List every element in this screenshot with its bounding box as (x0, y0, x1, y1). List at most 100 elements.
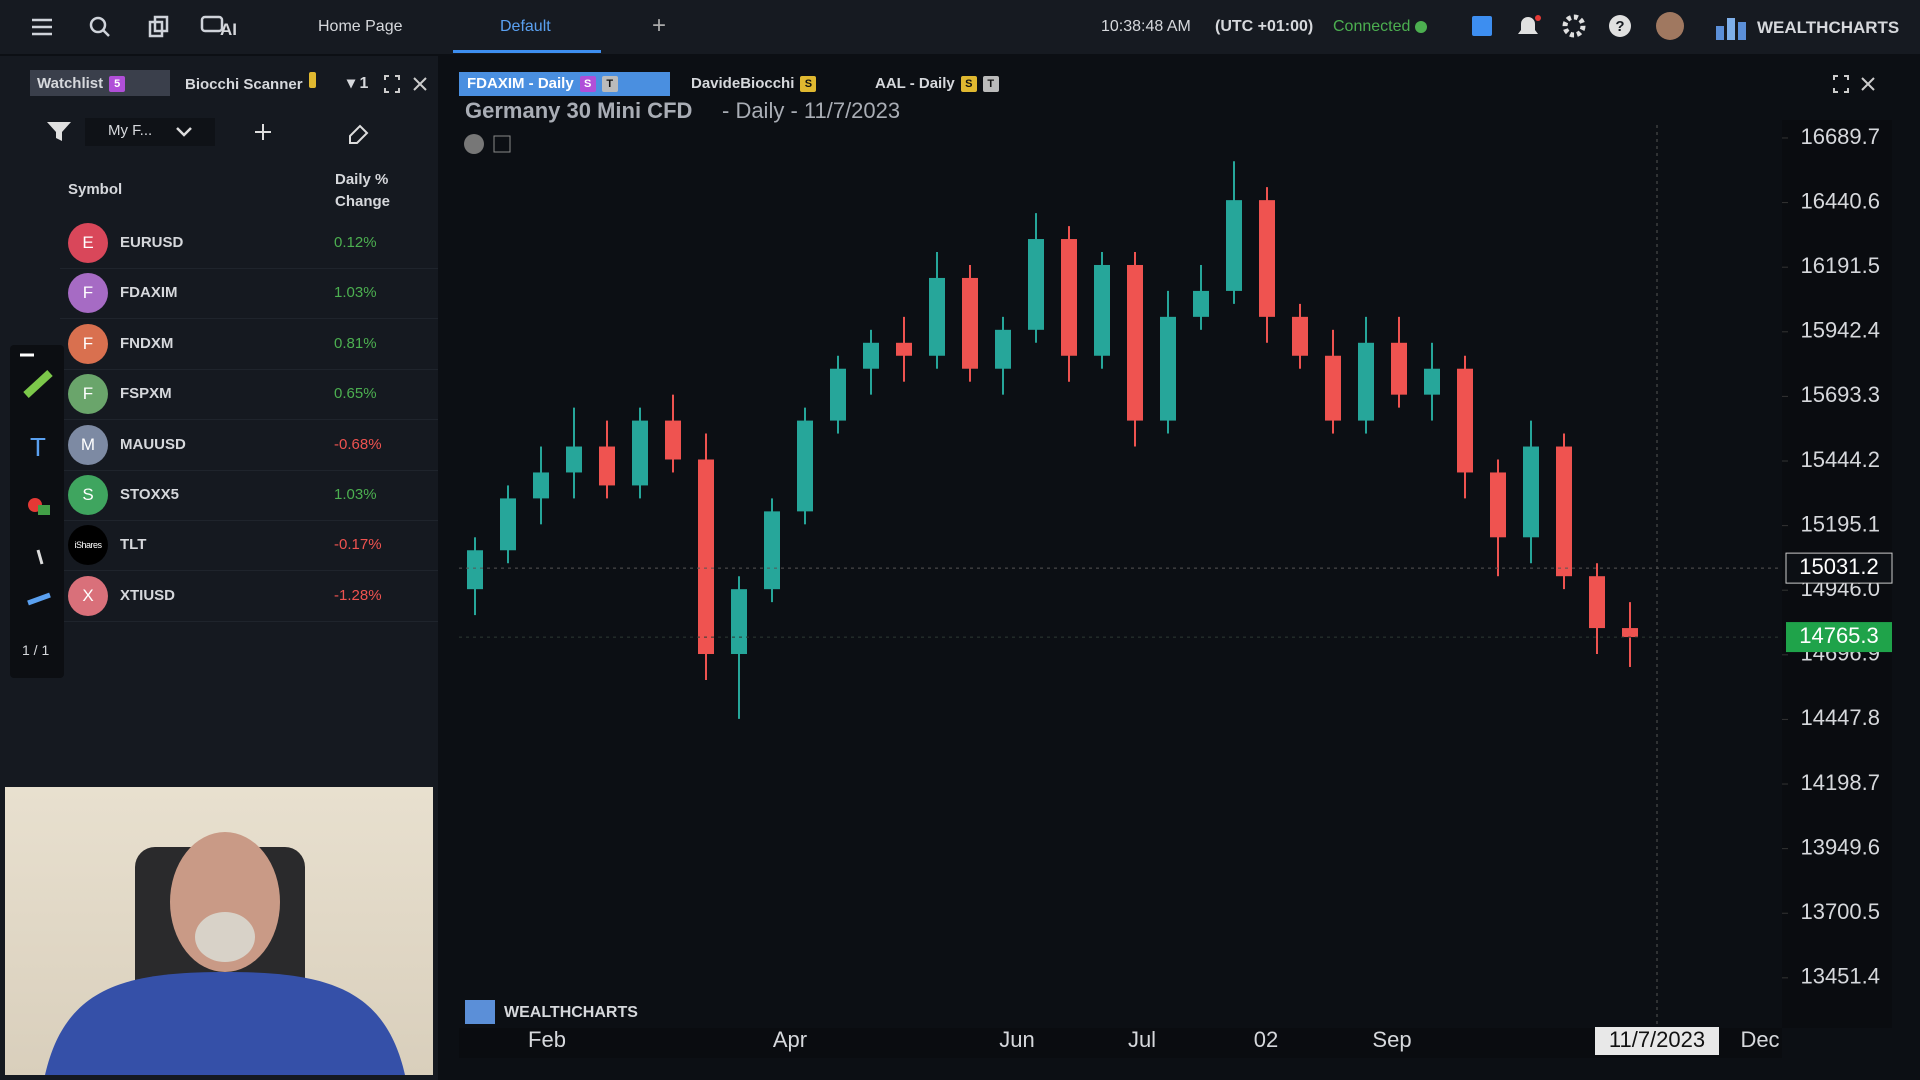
column-header[interactable]: Symbol (68, 181, 123, 198)
status: Connected (1333, 18, 1411, 35)
panel-tab[interactable]: Biocchi Scanner (185, 72, 316, 96)
candle-body (1358, 342, 1374, 421)
candle-body (1490, 472, 1506, 538)
candle-body (1391, 342, 1407, 395)
layout-count[interactable]: ▾ 1 (347, 75, 369, 92)
symbol: FNDXM (120, 334, 174, 352)
clock: 10:38:48 AM (1101, 18, 1191, 35)
crosshair-price: 15031.2 (1799, 554, 1879, 579)
tab-badge (308, 72, 316, 88)
candle-body (1160, 316, 1176, 421)
y-tick-label: 13700.5 (1800, 899, 1880, 924)
watchlist-row[interactable]: X XTIUSD -1.28% (60, 571, 438, 622)
candle-body (566, 446, 582, 473)
candle-body (1325, 355, 1341, 421)
chart-tab[interactable]: FDAXIM - Daily S T (459, 72, 670, 96)
x-axis (459, 1028, 1782, 1058)
x-tick-label: 02 (1254, 1027, 1278, 1052)
symbol: STOXX5 (120, 486, 179, 503)
chart-icon[interactable] (464, 134, 484, 154)
candle-body (1622, 628, 1638, 638)
tab-label: AAL - Daily (875, 75, 955, 92)
candle-body (731, 589, 747, 655)
tab-label: Biocchi Scanner (185, 76, 303, 93)
tab-badge: S (960, 76, 977, 92)
svg-text:?: ? (1615, 18, 1624, 35)
price-chart[interactable]: Germany 30 Mini CFD - Daily - 11/7/2023 … (440, 98, 1920, 1080)
active-underline (453, 50, 601, 53)
daily-change: -0.17% (334, 536, 382, 554)
candle-body (1094, 264, 1110, 356)
chart-tab[interactable]: AAL - Daily S T (867, 72, 1007, 96)
toolbar-page: 1 / 1 (22, 642, 50, 658)
daily-change: 0.65% (334, 385, 377, 403)
tab-badge: 5 (109, 76, 126, 92)
chart-icon[interactable] (493, 135, 511, 153)
watchlist-row[interactable]: iShares TLT -0.17% (60, 520, 438, 572)
y-tick-label: 14447.8 (1800, 705, 1880, 730)
watchlist-row[interactable]: F FNDXM 0.81% (60, 319, 438, 370)
candle-body (1226, 200, 1242, 291)
candle-body (533, 472, 549, 499)
candle-body (995, 329, 1011, 369)
panel-controls[interactable] (380, 72, 430, 96)
tab-badge: S (579, 76, 596, 92)
y-tick-label: 15444.2 (1800, 447, 1880, 472)
candle-body (830, 368, 846, 421)
nav-tab[interactable]: Default (500, 18, 551, 35)
candle-body (599, 446, 615, 486)
watchlist-row[interactable]: M MAUUSD -0.68% (60, 420, 438, 471)
candle-body (1424, 368, 1440, 395)
top-bar: AI Home Page Default + 10:38:48 AM (UTC … (0, 0, 1920, 54)
nav-tab[interactable]: Home Page (318, 18, 403, 35)
watchlist-row[interactable]: F FSPXM 0.65% (60, 369, 438, 421)
candle-body (1457, 368, 1473, 473)
y-tick-label: 13949.6 (1800, 834, 1880, 859)
x-tick-label: Dec (1740, 1027, 1779, 1052)
tab-bg (30, 70, 170, 96)
column-header[interactable]: Daily % Change (335, 171, 391, 210)
symbol-icon: F (68, 273, 108, 314)
tab-badge: S (800, 76, 817, 92)
y-tick-label: 16440.6 (1800, 188, 1880, 213)
tab-badge: T (982, 76, 999, 92)
panel-tab[interactable]: Watchlist 5 (37, 72, 126, 96)
y-tick-label: 14198.7 (1800, 770, 1880, 795)
ai-button[interactable]: AI (220, 20, 237, 39)
watchlist-row[interactable]: F FDAXIM 1.03% (60, 268, 438, 320)
x-tick-label: Sep (1372, 1027, 1411, 1052)
count: 1 (359, 75, 369, 92)
header-icons[interactable]: ? (1470, 12, 1700, 44)
timezone: (UTC +01:00) (1215, 18, 1314, 35)
candle-body (1589, 576, 1605, 629)
filter-select[interactable]: My F... (108, 122, 153, 139)
svg-text:T: T (30, 432, 46, 462)
y-tick-label: 15195.1 (1800, 511, 1880, 536)
symbol-icon: E (68, 223, 108, 263)
watermark-logo (465, 1000, 495, 1024)
drawing-tools[interactable]: T (10, 345, 64, 645)
symbol-icon: iShares (68, 525, 108, 566)
daily-change: -0.68% (334, 435, 382, 453)
candle-body (1127, 264, 1143, 421)
daily-change: 1.03% (334, 284, 377, 302)
crosshair-date: 11/7/2023 (1609, 1027, 1705, 1052)
daily-change: 0.12% (334, 234, 377, 251)
watchlist-row[interactable]: E EURUSD 0.12% (60, 218, 438, 269)
watchlist-row[interactable]: S STOXX5 1.03% (60, 470, 438, 521)
chart-controls[interactable] (1830, 72, 1880, 96)
chart-tab[interactable]: DavideBiocchi S (683, 72, 824, 96)
y-tick-label: 16191.5 (1800, 253, 1880, 278)
brand: WEALTHCHARTS (1757, 18, 1900, 37)
toolbar-icons[interactable] (30, 14, 260, 42)
crosshair-date-box (1595, 1027, 1719, 1055)
add-tab[interactable]: + (652, 12, 667, 39)
x-tick-label: Apr (773, 1027, 807, 1052)
tab-label: Watchlist (37, 75, 104, 92)
last-price: 14765.3 (1799, 623, 1879, 648)
watermark: WEALTHCHARTS (504, 1004, 638, 1021)
candle-body (1556, 446, 1572, 577)
filter-bar[interactable] (45, 118, 385, 146)
candle-body (1028, 239, 1044, 330)
